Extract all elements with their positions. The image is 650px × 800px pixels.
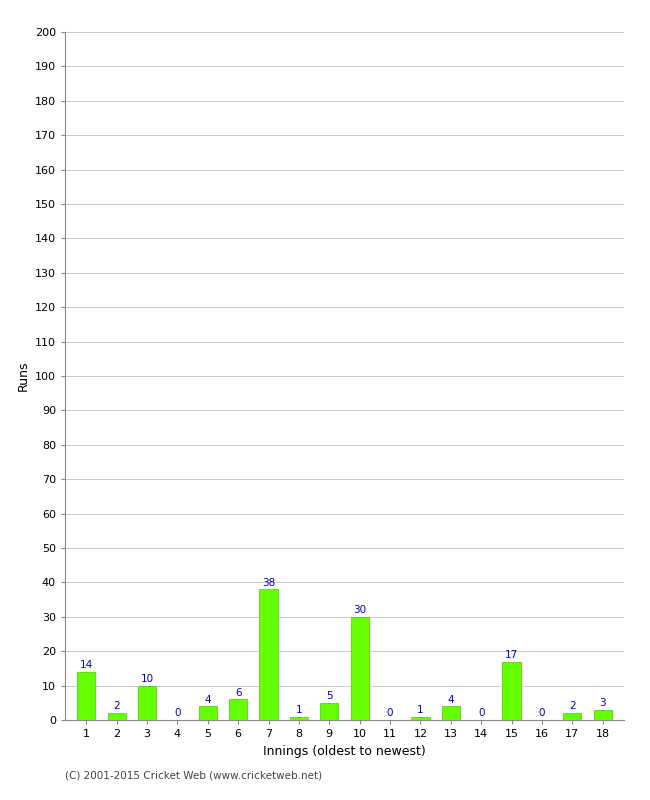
Text: 2: 2 xyxy=(113,702,120,711)
Text: 1: 1 xyxy=(296,705,302,715)
Text: 14: 14 xyxy=(80,660,93,670)
Bar xyxy=(320,702,339,720)
Text: 3: 3 xyxy=(599,698,606,708)
Text: 6: 6 xyxy=(235,688,242,698)
Y-axis label: Runs: Runs xyxy=(16,361,29,391)
Bar xyxy=(564,713,582,720)
Bar xyxy=(138,686,156,720)
Text: 0: 0 xyxy=(478,708,484,718)
Text: 2: 2 xyxy=(569,702,576,711)
Bar xyxy=(229,699,247,720)
Text: 0: 0 xyxy=(174,708,181,718)
Bar xyxy=(77,672,96,720)
Text: 10: 10 xyxy=(140,674,153,684)
Text: 1: 1 xyxy=(417,705,424,715)
Text: (C) 2001-2015 Cricket Web (www.cricketweb.net): (C) 2001-2015 Cricket Web (www.cricketwe… xyxy=(65,770,322,780)
Text: 5: 5 xyxy=(326,691,333,701)
Text: 0: 0 xyxy=(539,708,545,718)
Bar xyxy=(107,713,125,720)
Bar xyxy=(411,717,430,720)
Bar xyxy=(502,662,521,720)
Text: 38: 38 xyxy=(262,578,275,587)
Bar xyxy=(290,717,308,720)
Bar xyxy=(350,617,369,720)
Bar xyxy=(259,590,278,720)
Text: 4: 4 xyxy=(447,694,454,705)
X-axis label: Innings (oldest to newest): Innings (oldest to newest) xyxy=(263,745,426,758)
Text: 17: 17 xyxy=(505,650,518,660)
Text: 30: 30 xyxy=(353,605,366,615)
Bar xyxy=(593,710,612,720)
Text: 4: 4 xyxy=(205,694,211,705)
Bar xyxy=(442,706,460,720)
Text: 0: 0 xyxy=(387,708,393,718)
Bar xyxy=(199,706,217,720)
